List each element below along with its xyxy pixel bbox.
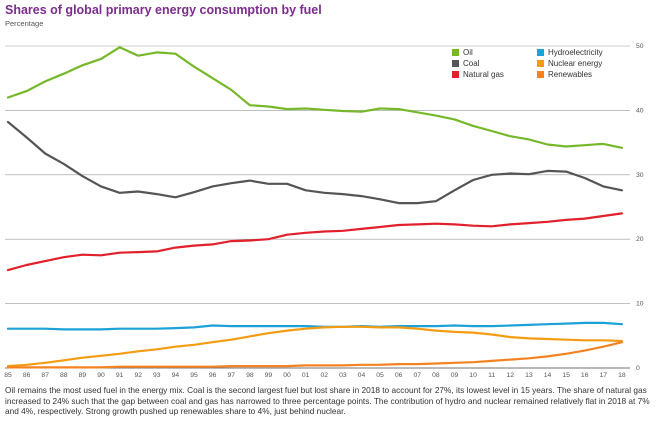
x-tick-label: 01	[302, 372, 310, 379]
y-tick-label: 30	[636, 172, 644, 179]
chart-caption: Oil remains the most used fuel in the en…	[5, 385, 650, 416]
x-tick-label: 98	[246, 372, 254, 379]
x-tick-label: 03	[339, 372, 347, 379]
x-tick-label: 04	[358, 372, 366, 379]
x-tick-label: 02	[320, 372, 328, 379]
x-tick-label: 06	[395, 372, 403, 379]
x-tick-label: 96	[209, 372, 217, 379]
legend-swatch	[452, 49, 459, 56]
series-lines	[6, 46, 624, 369]
chart-subtitle: Percentage	[5, 19, 44, 28]
x-tick-label: 92	[134, 372, 142, 379]
x-tick-label: 10	[469, 372, 477, 379]
x-tick-label: 94	[172, 372, 180, 379]
legend-label: Oil	[463, 48, 473, 57]
y-tick-label: 10	[636, 301, 644, 308]
x-tick-label: 86	[23, 372, 31, 379]
x-tick-label: 13	[525, 372, 533, 379]
y-tick-label: 50	[636, 43, 644, 50]
legend-label: Natural gas	[463, 70, 504, 79]
legend-swatch	[452, 60, 459, 67]
x-tick-label: 12	[507, 372, 515, 379]
legend-label: Renewables	[548, 70, 592, 79]
legend-swatch	[537, 60, 544, 67]
series-line-nuclear-energy	[6, 325, 624, 368]
legend-swatch	[452, 71, 459, 78]
x-tick-label: 18	[618, 372, 626, 379]
series-line-coal	[6, 120, 624, 205]
x-tick-label: 90	[97, 372, 105, 379]
x-tick-label: 17	[600, 372, 608, 379]
y-axis-ticks: 0 10 20 30 40 50	[636, 43, 644, 372]
y-tick-label: 0	[636, 365, 640, 372]
legend-label: Nuclear energy	[548, 59, 602, 68]
series-line-hydroelectricity	[6, 321, 624, 331]
y-tick-label: 40	[636, 107, 644, 114]
x-tick-label: 93	[153, 372, 161, 379]
x-tick-label: 11	[488, 372, 495, 379]
legend-swatch	[537, 49, 544, 56]
x-tick-label: 89	[79, 372, 87, 379]
series-line-renewables	[6, 341, 624, 369]
x-tick-label: 85	[4, 372, 12, 379]
x-tick-label: 16	[581, 372, 589, 379]
x-tick-label: 99	[265, 372, 273, 379]
legend-swatch	[537, 71, 544, 78]
gridlines	[5, 45, 630, 369]
x-tick-label: 91	[116, 372, 124, 379]
x-tick-label: 09	[451, 372, 459, 379]
y-tick-label: 20	[636, 236, 644, 243]
series-line-natural-gas	[6, 212, 624, 272]
x-tick-label: 95	[190, 372, 198, 379]
x-tick-label: 05	[376, 372, 384, 379]
x-tick-label: 15	[562, 372, 570, 379]
chart-title: Shares of global primary energy consumpt…	[5, 3, 322, 17]
x-tick-label: 14	[544, 372, 552, 379]
legend-label: Coal	[463, 59, 480, 68]
line-chart: 85 86 87 88 89 90 91 92 93 94 95 96 97 98 99 00 01 02 03 04…	[4, 43, 644, 379]
series-line-oil	[6, 46, 624, 149]
x-tick-label: 08	[432, 372, 440, 379]
x-tick-label: 07	[413, 372, 421, 379]
x-tick-label: 00	[283, 372, 291, 379]
legend-label: Hydroelectricity	[548, 48, 603, 57]
x-tick-label: 88	[60, 372, 68, 379]
x-tick-label: 97	[227, 372, 235, 379]
x-axis-ticks: 85 86 87 88 89 90 91 92 93 94 95 96 97 98 99 00 01 02 03 04…	[4, 372, 626, 379]
legend: Oil Hydroelectricity Coal Nuclear energy Nat…	[452, 48, 603, 79]
x-tick-label: 87	[41, 372, 49, 379]
